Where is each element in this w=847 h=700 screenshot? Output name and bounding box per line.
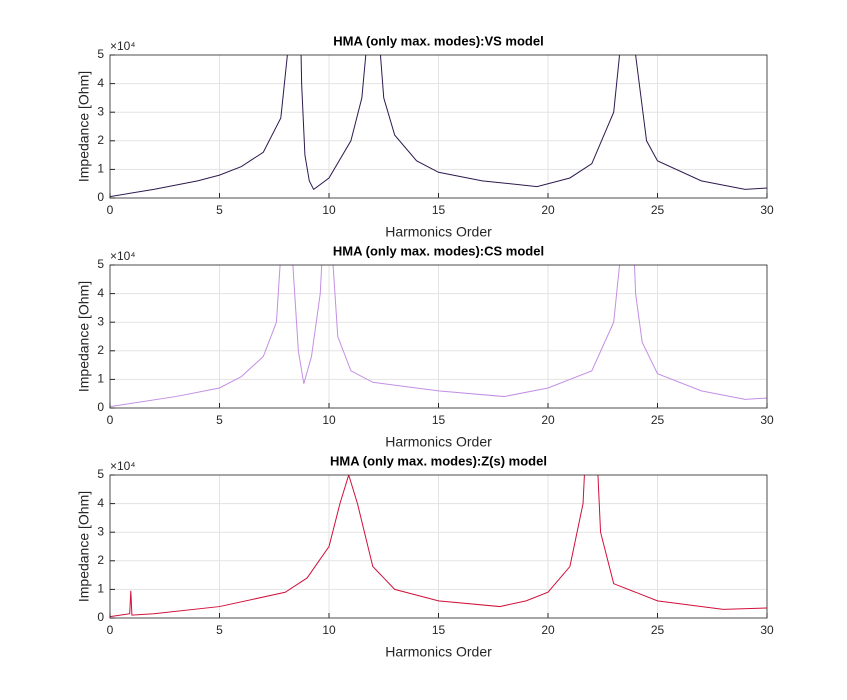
x-tick-label: 25: [651, 203, 665, 217]
x-axis-label: Harmonics Order: [385, 224, 492, 240]
x-tick-label: 0: [107, 413, 114, 427]
x-tick-label: 5: [216, 623, 223, 637]
y-tick-label: 0: [97, 400, 104, 414]
x-tick-label: 30: [760, 623, 774, 637]
x-tick-label: 25: [651, 623, 665, 637]
x-tick-label: 10: [322, 623, 336, 637]
y-tick-label: 2: [97, 553, 104, 567]
line: [110, 265, 767, 408]
y-tick-label: 4: [97, 76, 104, 90]
y-multiplier: ×10⁴: [110, 249, 136, 263]
y-multiplier: ×10⁴: [110, 39, 136, 53]
x-tick-label: 10: [322, 413, 336, 427]
chart-title: HMA (only max. modes):Z(s) model: [330, 453, 547, 468]
axes-box: [109, 474, 768, 619]
y-tick-label: 0: [97, 610, 104, 624]
x-tick-label: 20: [541, 413, 555, 427]
y-axis-label: Impedance [Ohm]: [76, 71, 92, 182]
x-tick-label: 20: [541, 623, 555, 637]
x-axis-label: Harmonics Order: [385, 434, 492, 450]
y-tick-label: 4: [97, 496, 104, 510]
y-tick-label: 1: [97, 582, 104, 596]
x-tick-label: 5: [216, 413, 223, 427]
y-multiplier: ×10⁴: [110, 459, 136, 473]
x-tick-label: 30: [760, 413, 774, 427]
y-tick-label: 3: [97, 314, 104, 328]
x-tick-label: 30: [760, 203, 774, 217]
x-tick-label: 15: [432, 203, 446, 217]
x-tick-label: 20: [541, 203, 555, 217]
axes-box: [109, 264, 768, 409]
y-tick-label: 5: [97, 467, 104, 481]
line: [110, 475, 767, 618]
x-tick-label: 25: [651, 413, 665, 427]
y-tick-label: 2: [97, 343, 104, 357]
y-tick-label: 5: [97, 257, 104, 271]
x-tick-label: 5: [216, 203, 223, 217]
y-axis-label: Impedance [Ohm]: [76, 281, 92, 392]
y-tick-label: 3: [97, 524, 104, 538]
y-tick-label: 0: [97, 190, 104, 204]
x-tick-label: 0: [107, 623, 114, 637]
y-tick-label: 1: [97, 372, 104, 386]
x-axis-label: Harmonics Order: [385, 644, 492, 660]
y-axis-label: Impedance [Ohm]: [76, 491, 92, 602]
y-tick-label: 3: [97, 104, 104, 118]
axes-box: [109, 54, 768, 199]
x-tick-label: 15: [432, 413, 446, 427]
x-tick-label: 15: [432, 623, 446, 637]
chart-title: HMA (only max. modes):VS model: [333, 33, 543, 48]
y-tick-label: 4: [97, 286, 104, 300]
y-tick-label: 2: [97, 133, 104, 147]
x-tick-label: 0: [107, 203, 114, 217]
chart-title: HMA (only max. modes):CS model: [333, 243, 544, 258]
y-tick-label: 1: [97, 162, 104, 176]
x-tick-label: 10: [322, 203, 336, 217]
y-tick-label: 5: [97, 47, 104, 61]
line: [110, 55, 767, 198]
